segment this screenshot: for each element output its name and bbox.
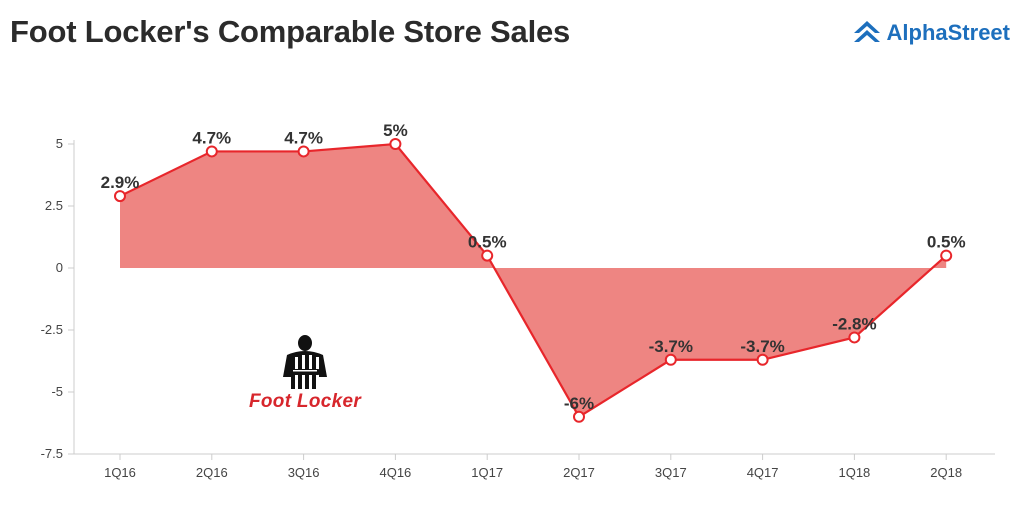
- x-tick-label: 2Q18: [930, 465, 962, 480]
- data-label: -3.7%: [740, 337, 784, 356]
- foot-locker-logo: Foot Locker: [243, 333, 367, 413]
- data-label: 0.5%: [468, 233, 507, 252]
- y-tick-label: 5: [56, 136, 63, 151]
- data-label: 4.7%: [192, 128, 231, 147]
- y-tick-label: -5: [51, 384, 63, 399]
- x-tick-label: 1Q18: [838, 465, 870, 480]
- x-tick-label: 1Q17: [471, 465, 503, 480]
- x-tick-label: 1Q16: [104, 465, 136, 480]
- alphastreet-brand: AlphaStreet: [853, 20, 1010, 46]
- x-tick-label: 4Q16: [379, 465, 411, 480]
- x-tick-label: 3Q17: [655, 465, 687, 480]
- x-tick-label: 3Q16: [288, 465, 320, 480]
- y-tick-label: 2.5: [45, 198, 63, 213]
- foot-locker-wordmark: Foot Locker: [248, 391, 362, 412]
- data-point: [205, 145, 218, 158]
- chart-title: Foot Locker's Comparable Store Sales: [10, 14, 571, 49]
- data-point: [114, 190, 126, 203]
- alphastreet-logo-icon: [853, 21, 880, 42]
- x-tick-label: 4Q17: [747, 465, 779, 480]
- brand-name: AlphaStreet: [886, 20, 1010, 45]
- data-point: [481, 249, 494, 262]
- series-line: [119, 142, 947, 419]
- data-label: 2.9%: [101, 173, 140, 192]
- referee-logo-icon: [283, 335, 327, 389]
- x-tick-label: 2Q17: [563, 465, 595, 480]
- y-tick-label: -7.5: [41, 446, 63, 461]
- series-area: [120, 144, 947, 417]
- data-label: 5%: [383, 121, 408, 140]
- data-point: [664, 353, 677, 366]
- y-tick-label: -2.5: [41, 322, 63, 337]
- data-label: 4.7%: [284, 128, 323, 147]
- data-point: [756, 353, 769, 366]
- data-point: [389, 138, 402, 150]
- data-label: -2.8%: [832, 314, 876, 333]
- data-point: [297, 145, 310, 158]
- data-label: -3.7%: [649, 337, 693, 356]
- data-label: -6%: [564, 394, 594, 413]
- data-point: [573, 410, 585, 423]
- x-tick-label: 2Q16: [196, 465, 228, 480]
- y-tick-label: 0: [56, 260, 63, 275]
- data-point: [940, 249, 953, 262]
- data-point: [848, 331, 861, 344]
- data-label: 0.5%: [927, 233, 966, 252]
